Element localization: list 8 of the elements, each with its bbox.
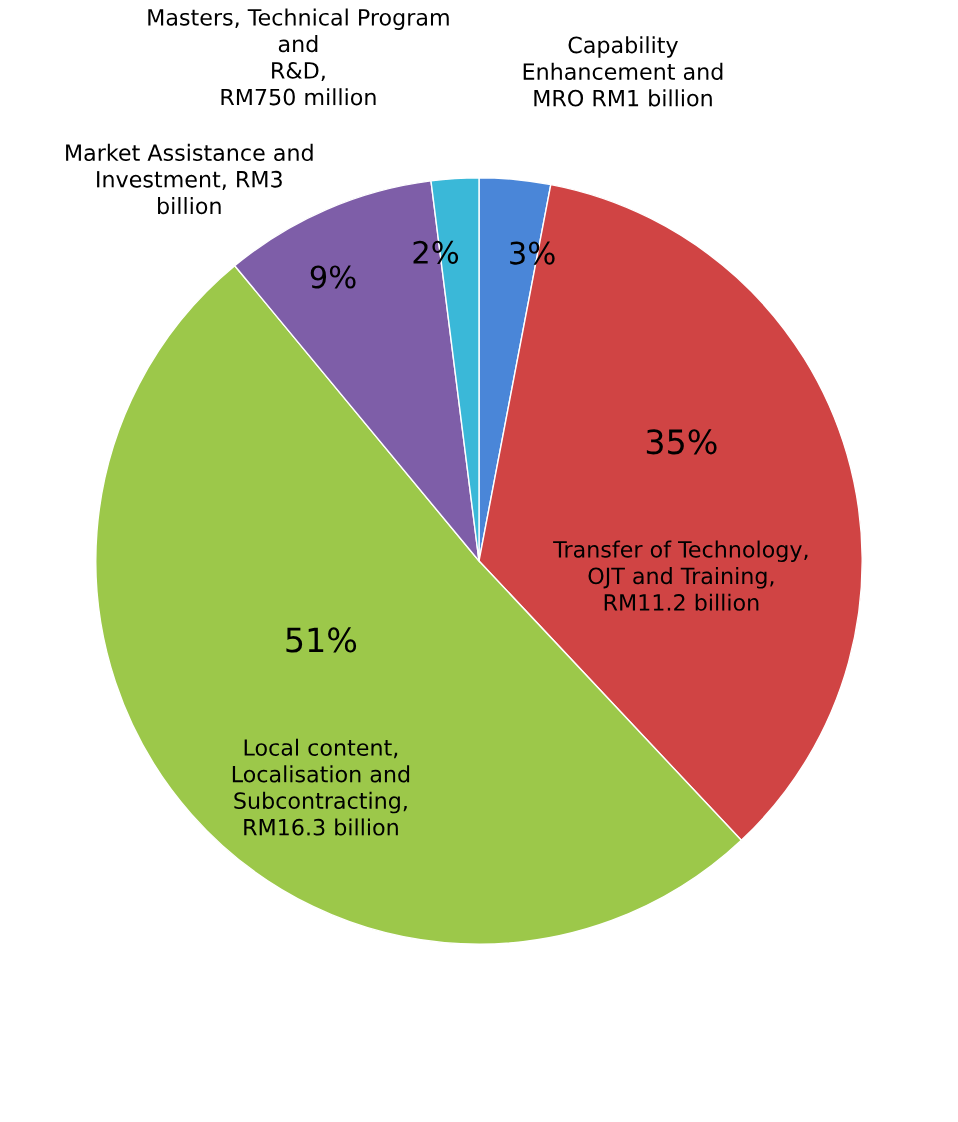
data-label: 51% (286, 627, 357, 653)
slice-label: Market Assistance and Investment, RM3 billion (66, 143, 313, 215)
data-label: 9% (310, 265, 356, 289)
data-label: 35% (646, 429, 717, 455)
slice-label: Masters, Technical Program and R&D, RM750 million (148, 8, 449, 106)
slice-label: Local content, Localisation and Subcontracting, RM16.3 billion (232, 738, 410, 836)
slice-label: Transfer of Technology, OJT and Training, RM11.2 billion (553, 540, 808, 611)
slice-label: Capability Enhancement and MRO RM1 billion (523, 36, 723, 107)
